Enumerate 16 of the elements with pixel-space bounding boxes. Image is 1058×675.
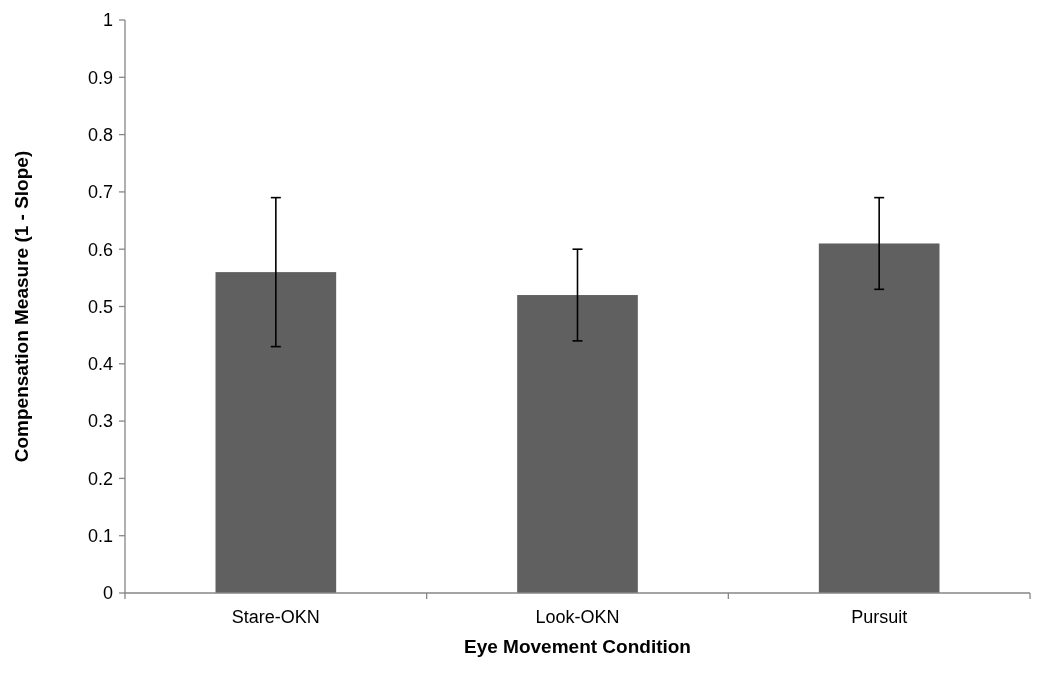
y-tick-label: 0.9 [87, 67, 113, 88]
y-tick-label: 0.5 [87, 296, 113, 317]
x-axis-title: Eye Movement Condition [464, 636, 691, 657]
y-tick-label: 0.6 [87, 239, 113, 260]
x-tick-label: Stare-OKN [231, 607, 320, 627]
y-tick-label: 0.1 [87, 526, 113, 546]
y-tick-label: 0.3 [87, 411, 113, 432]
x-tick-label: Look-OKN [535, 607, 620, 627]
y-tick-label: 0 [102, 583, 113, 604]
y-axis-title: Compensation Measure (1 - Slope) [11, 150, 32, 463]
y-tick-label: 0.8 [87, 124, 113, 145]
y-tick-label: 0.7 [87, 182, 113, 203]
y-tick-label: 0.4 [87, 354, 113, 375]
y-tick-label: 0.2 [87, 468, 113, 489]
x-tick-label: Pursuit [851, 607, 908, 627]
y-tick-label: 1 [102, 10, 113, 31]
